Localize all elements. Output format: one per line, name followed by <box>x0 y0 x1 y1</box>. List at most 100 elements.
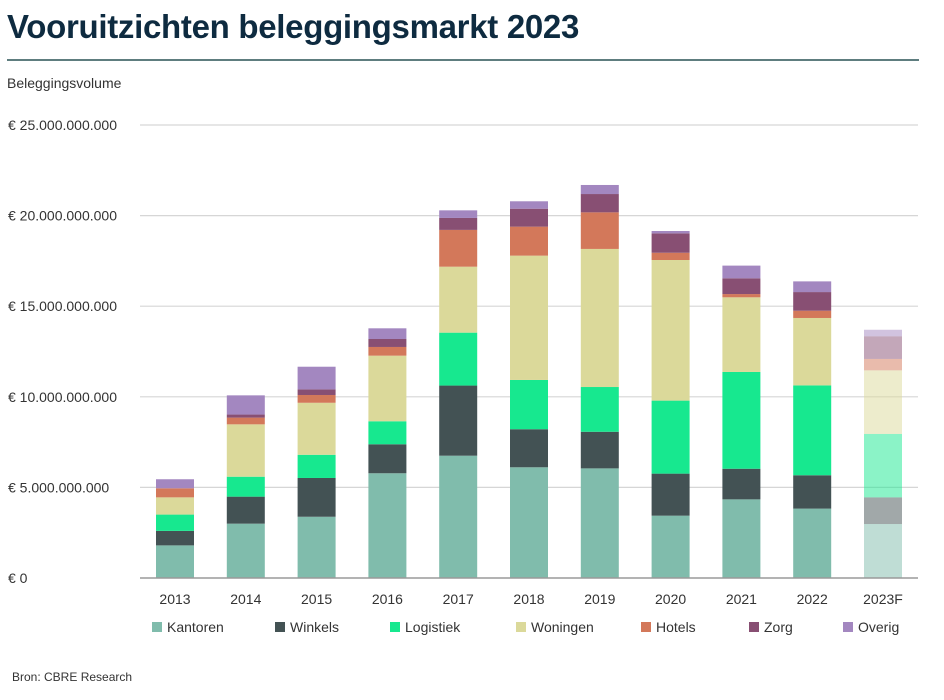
bar-segment-zorg <box>368 338 407 347</box>
bar-segment-zorg <box>297 389 336 395</box>
x-tick-label: 2022 <box>797 591 828 607</box>
bar-segment-winkels <box>793 475 832 509</box>
bar-segment-kantoren <box>722 499 761 578</box>
y-tick-label: € 5.000.000.000 <box>8 479 109 495</box>
legend-swatch-hotels <box>641 622 651 632</box>
x-tick-label: 2014 <box>230 591 261 607</box>
bar-segment-hotels <box>226 417 265 425</box>
bar-segment-woningen <box>439 266 478 333</box>
legend-swatch-logistiek <box>390 622 400 632</box>
bar-segment-logistiek <box>156 514 194 531</box>
bar-segment-kantoren <box>580 468 619 578</box>
x-tick-label: 2018 <box>513 591 544 607</box>
bar-segment-overig <box>722 265 761 279</box>
bar-segment-overig <box>297 366 336 390</box>
bar-segment-winkels <box>226 496 265 524</box>
y-tick-label: € 0 <box>8 570 28 586</box>
bar-segment-woningen <box>510 255 548 380</box>
x-tick-label: 2023F <box>863 591 903 607</box>
bar-segment-woningen <box>368 355 407 422</box>
x-tick-label: 2017 <box>443 591 474 607</box>
bar-segment-woningen <box>580 248 619 388</box>
bar-segment-woningen <box>793 317 832 386</box>
legend-swatch-zorg <box>749 622 759 632</box>
bar-segment-kantoren <box>793 508 832 578</box>
bar-segment-overig <box>156 479 194 489</box>
bar-segment-kantoren <box>439 455 478 578</box>
bar-segment-hotels <box>651 252 690 260</box>
x-tick-label: 2020 <box>655 591 686 607</box>
legend-label: Winkels <box>290 619 339 635</box>
bar-segment-woningen <box>651 259 690 401</box>
bar-segment-winkels <box>297 477 336 517</box>
bar-segment-zorg <box>439 217 478 230</box>
bar-segment-overig <box>226 395 265 415</box>
title-divider <box>7 59 919 61</box>
bar-segment-overig <box>864 329 902 337</box>
bar-segment-winkels <box>156 530 194 546</box>
bar-segment-woningen <box>156 497 194 515</box>
bar-segment-hotels <box>510 226 548 256</box>
y-tick-label: € 10.000.000.000 <box>8 389 117 405</box>
legend-swatch-woningen <box>516 622 526 632</box>
bar-segment-woningen <box>722 297 761 372</box>
bar-segment-logistiek <box>580 387 619 432</box>
bar-segment-hotels <box>368 346 407 356</box>
bar-segment-hotels <box>793 310 832 318</box>
bar-segment-winkels <box>580 431 619 469</box>
bar-segment-kantoren <box>864 524 902 578</box>
bar-segment-zorg <box>651 233 690 253</box>
bar-segment-overig <box>510 201 548 209</box>
bar-segment-hotels <box>439 229 478 267</box>
page-title: Vooruitzichten beleggingsmarkt 2023 <box>7 8 580 45</box>
bar-segment-zorg <box>226 414 265 418</box>
bar-segment-winkels <box>651 473 690 516</box>
bar-segment-kantoren <box>226 523 265 578</box>
bar-segment-logistiek <box>793 385 832 476</box>
bar-segment-winkels <box>439 385 478 456</box>
legend-label: Zorg <box>764 619 793 635</box>
bar-segment-kantoren <box>651 515 690 578</box>
x-tick-label: 2019 <box>584 591 615 607</box>
bar-segment-kantoren <box>368 473 407 578</box>
bar-segment-logistiek <box>297 454 336 478</box>
legend-label: Logistiek <box>405 619 461 635</box>
y-tick-label: € 15.000.000.000 <box>8 298 117 314</box>
bar-segment-woningen <box>226 424 265 477</box>
bar-segment-hotels <box>297 394 336 403</box>
legend-label: Hotels <box>656 619 696 635</box>
bar-segment-zorg <box>864 336 902 359</box>
legend-label: Kantoren <box>167 619 224 635</box>
bar-segment-hotels <box>722 294 761 298</box>
y-axis-label: Beleggingsvolume <box>7 75 122 91</box>
bar-segment-hotels <box>156 488 194 498</box>
x-tick-label: 2015 <box>301 591 332 607</box>
bar-segment-hotels <box>864 358 902 371</box>
source-note: Bron: CBRE Research <box>12 670 133 684</box>
bar-segment-logistiek <box>368 421 407 445</box>
bar-segment-overig <box>368 328 407 339</box>
bar-segment-hotels <box>580 212 619 249</box>
bar-segment-logistiek <box>439 332 478 386</box>
bar-segment-logistiek <box>651 400 690 474</box>
bar-segment-logistiek <box>510 379 548 430</box>
bar-segment-zorg <box>722 278 761 295</box>
bar-segment-winkels <box>722 468 761 500</box>
bar-segment-zorg <box>580 194 619 213</box>
bar-segment-winkels <box>368 444 407 474</box>
legend-swatch-overig <box>843 622 853 632</box>
bar-segment-winkels <box>864 497 902 525</box>
bar-segment-logistiek <box>722 371 761 469</box>
bar-segment-overig <box>793 281 832 293</box>
bar-segment-woningen <box>864 370 902 434</box>
bar-segment-kantoren <box>510 467 548 578</box>
bar-segment-logistiek <box>226 476 265 497</box>
legend-label: Overig <box>858 619 899 635</box>
bar-segment-zorg <box>510 208 548 227</box>
bar-segment-woningen <box>297 402 336 455</box>
x-tick-label: 2021 <box>726 591 757 607</box>
bar-segment-winkels <box>510 429 548 468</box>
bar-segment-kantoren <box>156 545 194 578</box>
legend-swatch-winkels <box>275 622 285 632</box>
